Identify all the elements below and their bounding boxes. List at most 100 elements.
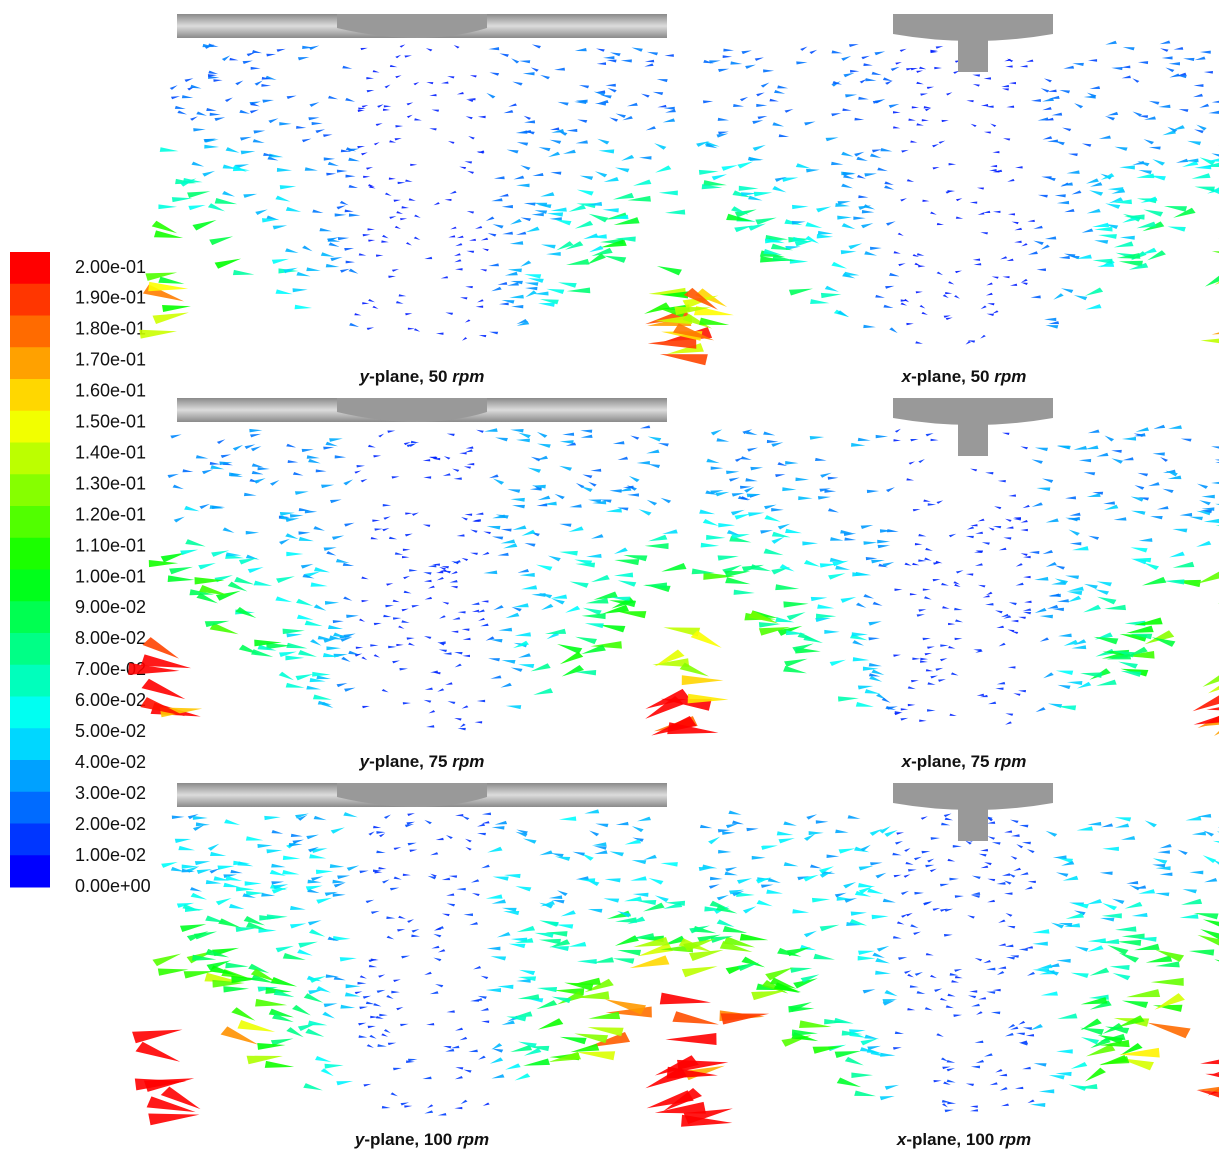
vector-arrow: [977, 212, 985, 215]
vector-arrow: [536, 503, 548, 507]
vector-arrow: [1105, 40, 1117, 45]
vector-arrow: [1070, 972, 1089, 978]
vector-arrow: [1152, 159, 1166, 166]
vector-arrow: [442, 473, 451, 476]
vector-arrow: [990, 123, 997, 127]
vector-arrow: [323, 157, 336, 161]
vector-arrow: [327, 625, 344, 630]
vector-arrow: [388, 536, 398, 540]
vector-arrow: [1032, 929, 1050, 934]
vector-arrow: [935, 667, 944, 671]
vector-arrow: [160, 552, 187, 563]
vector-arrow: [1189, 516, 1203, 521]
colorbar-label: 3.00e-02: [75, 783, 146, 803]
vector-arrow: [575, 140, 588, 144]
vector-arrow: [666, 1066, 718, 1079]
vector-arrow: [282, 952, 306, 961]
caption-part: rpm: [994, 367, 1026, 386]
vector-arrow: [507, 489, 521, 493]
vector-arrow: [531, 212, 544, 217]
vector-arrow: [861, 223, 874, 229]
vector-arrow: [1112, 972, 1131, 981]
vector-arrow: [358, 107, 366, 110]
vector-arrow: [323, 134, 333, 138]
vector-arrow: [512, 504, 525, 509]
vector-arrow: [239, 109, 250, 114]
vector-arrow: [826, 854, 840, 859]
vector-arrow: [339, 200, 349, 206]
vector-arrow: [1074, 946, 1089, 952]
vector-arrow: [548, 151, 561, 158]
vector-arrow: [313, 567, 330, 573]
vector-arrow: [1039, 637, 1049, 642]
vector-arrow: [766, 439, 779, 444]
vector-arrow: [1120, 1042, 1143, 1056]
vector-arrow: [1089, 967, 1110, 976]
vector-arrow: [1040, 244, 1050, 250]
vector-arrow: [1105, 203, 1121, 209]
vector-arrow: [1004, 880, 1012, 885]
vector-arrow: [368, 831, 375, 836]
vector-arrow: [1054, 194, 1066, 198]
vector-arrow: [546, 288, 565, 295]
vector-arrow: [345, 260, 355, 264]
vector-arrow: [925, 547, 933, 551]
vector-arrow: [925, 433, 934, 437]
vector-field: [659, 810, 1219, 1127]
vector-arrow: [489, 72, 500, 76]
vector-arrow: [285, 206, 302, 212]
vector-arrow: [370, 910, 380, 915]
vector-arrow: [580, 434, 593, 438]
vector-arrow: [1212, 840, 1219, 843]
vector-arrow: [486, 92, 496, 99]
vector-arrow: [1058, 923, 1073, 927]
vector-arrow: [1197, 1086, 1219, 1092]
vector-arrow: [1167, 126, 1178, 133]
vector-arrow: [806, 814, 818, 820]
vector-arrow: [884, 830, 898, 837]
vector-arrow: [554, 493, 565, 500]
vector-arrow: [852, 572, 869, 577]
vector-arrow: [1071, 645, 1087, 650]
vector-arrow: [899, 48, 907, 52]
vector-arrow: [235, 80, 244, 86]
vector-arrow: [511, 606, 522, 612]
vector-arrow: [1211, 251, 1219, 254]
vector-arrow: [231, 1007, 256, 1021]
vector-arrow: [491, 536, 504, 540]
vector-arrow: [568, 526, 584, 532]
vector-arrow: [646, 449, 660, 454]
vector-arrow: [152, 312, 189, 324]
vector-arrow: [980, 848, 989, 852]
vector-arrow: [322, 1011, 336, 1019]
vector-arrow: [516, 438, 530, 443]
vector-arrow: [559, 523, 572, 527]
vector-arrow: [1068, 1084, 1087, 1091]
vector-arrow: [1194, 129, 1204, 134]
vector-arrow: [717, 555, 739, 561]
vector-arrow: [192, 825, 205, 831]
vector-arrow: [214, 117, 226, 122]
vector-arrow: [423, 476, 432, 479]
vector-arrow: [1124, 214, 1145, 220]
vector-arrow: [1187, 140, 1202, 146]
vector-arrow: [325, 263, 340, 268]
vector-arrow: [225, 147, 240, 153]
vector-arrow: [980, 232, 988, 235]
vector-arrow: [617, 456, 629, 460]
vector-arrow: [893, 874, 902, 878]
vector-arrow: [615, 821, 629, 826]
vector-arrow: [749, 157, 764, 161]
vector-arrow: [894, 1031, 905, 1034]
vector-arrow: [817, 230, 834, 235]
vector-arrow: [262, 99, 274, 103]
vector-arrow: [700, 542, 720, 548]
vector-arrow: [309, 929, 326, 937]
vector-arrow: [980, 305, 987, 310]
vector-arrow: [477, 299, 484, 303]
vector-arrow: [303, 993, 324, 1003]
vector-arrow: [213, 79, 223, 82]
vector-arrow: [872, 100, 883, 104]
vector-arrow: [967, 995, 977, 999]
vector-arrow: [1099, 1055, 1128, 1066]
